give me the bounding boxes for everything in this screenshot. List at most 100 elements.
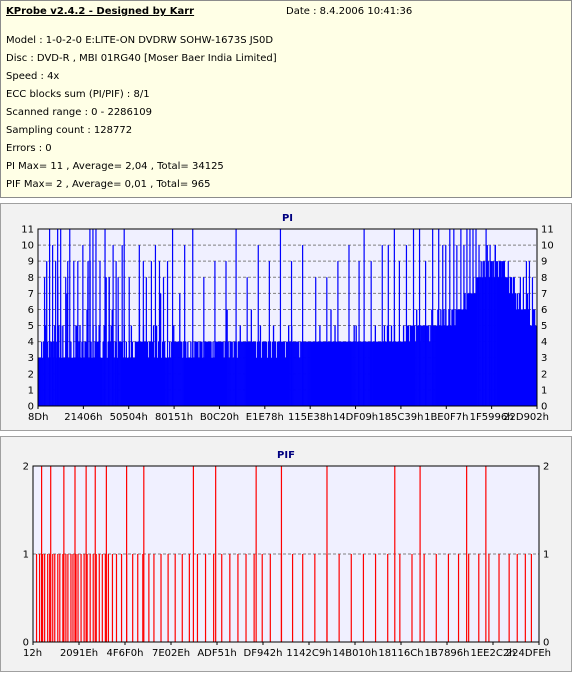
pi-bar [394,341,397,406]
pi-x-tick-label: 22D902h [503,412,549,423]
pi-bar [251,341,254,406]
pi-bar [215,341,217,406]
pi-bar [527,309,530,406]
pi-y-tick-right: 4 [541,337,547,348]
pi-bar [437,309,439,406]
info-disc: Disc : DVD-R , MBI 01RG40 [Moser Baer In… [6,53,277,64]
pi-bar [136,341,139,406]
pi-bar [241,341,243,406]
pi-y-tick-right: 7 [541,289,547,300]
pi-bar [341,341,343,406]
pi-bar [109,341,111,406]
pi-bar [342,341,344,406]
pi-bar [196,341,198,406]
pi-bar [210,341,212,406]
pi-bar [415,341,417,406]
pi-bar [323,341,325,406]
pi-bar [226,309,228,406]
pi-bar [365,341,367,406]
pi-bar [260,357,263,406]
pi-bar [435,325,437,406]
pi-bar [339,341,341,406]
pi-bar [239,325,241,406]
pi-bar [331,341,333,406]
info-model: Model : 1-0-2-0 E:LITE-ON DVDRW SOHW-167… [6,35,274,46]
pi-bar [194,341,196,406]
pi-bar [265,341,268,406]
pi-bar [452,309,454,406]
pi-bar [185,341,187,406]
pi-y-tick-right: 3 [541,353,547,364]
pi-bar [153,357,156,406]
pi-bar [173,325,175,406]
pi-bar [429,341,431,406]
pi-bar [313,341,315,406]
pi-bar [61,357,63,406]
pi-bar [40,357,42,406]
pif-x-tick-label: ADF51h [197,648,236,659]
pi-bar [470,293,472,406]
pi-bar [357,341,359,406]
pi-bar [41,341,43,406]
pi-bar [180,341,182,406]
pif-y-tick-left: 1 [23,550,29,561]
pi-bar [143,341,146,406]
pi-bar [395,341,398,406]
pi-bar [376,341,379,406]
pi-bar [208,341,210,406]
pi-bar [223,357,225,406]
pi-bar [120,341,122,406]
pi-bar [476,277,478,406]
pi-y-tick-left: 6 [28,305,34,316]
pi-bar [301,341,303,406]
pi-bar [193,357,195,406]
pi-bar [364,341,366,406]
pi-bar [119,341,121,406]
pi-bar [220,341,222,406]
pi-bar [462,309,464,406]
pi-bar [367,341,369,406]
pif-x-tick-label: 4F6F0h [107,648,144,659]
pi-bar [493,277,495,406]
pi-bar [499,261,502,406]
pi-bar [230,341,232,406]
pi-bar [436,325,438,406]
pi-bar [201,341,203,406]
pi-bar [182,357,184,406]
pi-bar [137,341,140,406]
pif-x-tick-label: 7E02Eh [152,648,190,659]
pi-bar [256,341,259,406]
pi-bar [243,341,245,406]
pi-bar [391,341,394,406]
pi-bar [361,341,363,406]
pi-bar [211,357,213,406]
pi-bar [490,261,492,406]
pi-bar [191,357,193,406]
pi-bar [259,325,262,406]
pi-bar [45,325,47,406]
pi-bar [50,341,52,406]
pi-bar [396,341,399,406]
pi-bar [517,309,520,406]
pi-bar [278,341,281,406]
pi-bar [66,293,68,406]
pi-bar [80,357,82,406]
pi-bar [325,341,327,406]
pi-bar [64,357,66,406]
pi-bar [310,341,312,406]
pi-bar [288,325,290,406]
pi-x-tick-label: E1E78h [246,412,284,423]
pi-bar [330,309,332,406]
pi-bar [53,341,55,406]
pi-bar [512,277,515,406]
pi-bar [181,341,183,406]
pi-bar [461,309,463,406]
pi-bar [504,277,507,406]
pif-x-tick-label: 18116Ch [378,648,423,659]
pi-bar [149,341,152,406]
pi-bar [71,357,73,406]
pi-y-tick-right: 0 [541,402,547,413]
pi-bar [240,341,242,406]
pi-bar [403,341,406,406]
pi-bar [276,341,279,406]
